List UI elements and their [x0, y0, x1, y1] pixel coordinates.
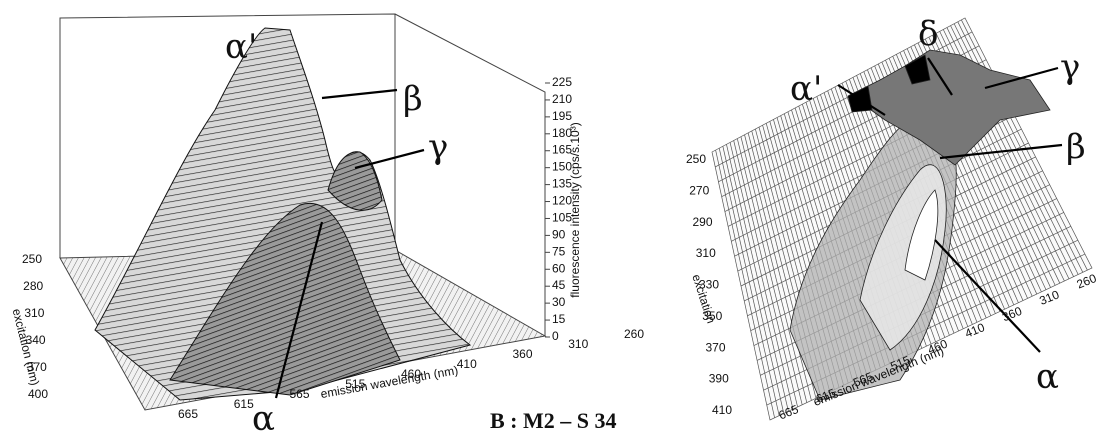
y-tick-label: 340 [26, 333, 46, 347]
y-tick-label: 280 [23, 279, 43, 293]
leader-line [321, 88, 398, 100]
z-tick-label: 135 [552, 177, 572, 191]
ridge-surface [169, 202, 401, 396]
right-surface [789, 49, 1051, 401]
x-tick-label: 360 [512, 347, 532, 361]
z-tick-label: 210 [552, 92, 572, 106]
z-tick-label: 165 [552, 143, 572, 157]
peak-label: α' [225, 27, 257, 67]
y-tick-label: 370 [705, 340, 725, 354]
x-tick-label: 615 [234, 397, 254, 411]
leader-line [837, 84, 886, 116]
x-tick-label: 565 [289, 387, 309, 401]
y-tick-label: 370 [27, 360, 47, 374]
peak-label: γ [428, 127, 448, 167]
y-tick-label: 350 [702, 309, 722, 323]
x-tick-label: 515 [345, 377, 365, 391]
peak-label: α [1036, 357, 1059, 397]
leader-line [927, 57, 953, 96]
leader-line [934, 239, 1041, 353]
z-tick-label: 195 [552, 109, 572, 123]
y-tick-label: 330 [699, 278, 719, 292]
back-wall [59, 13, 396, 258]
z-tick-label: 45 [552, 278, 566, 292]
x-tick-label: 310 [568, 337, 588, 351]
y-tick-label: 250 [686, 152, 706, 166]
z-tick-label: 75 [552, 244, 566, 258]
x-tick-label: 665 [178, 407, 198, 421]
dark-patch [847, 54, 931, 113]
peak-label: α' [790, 69, 822, 109]
y-tick-label: 290 [692, 215, 712, 229]
x-tick-label: 410 [457, 357, 477, 371]
contour-inner [904, 189, 939, 281]
z-tick-label: 180 [552, 126, 572, 140]
peak-label: γ [1060, 47, 1080, 87]
x-tick-label: 460 [401, 367, 421, 381]
x-tick-label: 260 [624, 327, 644, 341]
right-leaders [837, 57, 1063, 353]
left-surface [94, 27, 472, 401]
leader-line [939, 143, 1063, 160]
z-tick-label: 15 [552, 312, 566, 326]
leader-line [984, 66, 1059, 90]
peak-label: δ [918, 14, 938, 54]
z-tick-label: 225 [552, 75, 572, 89]
y-tick-label: 310 [696, 246, 716, 260]
y-tick-label: 400 [28, 387, 48, 401]
peak-label: α [252, 399, 275, 437]
z-tick-label: 30 [552, 295, 566, 309]
y-tick-label: 390 [709, 372, 729, 386]
peak-label: β [1066, 127, 1086, 167]
caption: B : M2 – S 34 [490, 408, 617, 433]
left-leaders [274, 88, 425, 399]
peak-label: β [403, 79, 423, 119]
gamma-peak [327, 151, 383, 211]
peak-surface [94, 27, 472, 401]
side-wall [394, 13, 546, 336]
z-tick-label: 60 [552, 261, 566, 275]
z-axis-title: fluorescence intensity (cps/s.10³) [568, 122, 582, 297]
y-tick-label: 270 [689, 183, 709, 197]
z-tick-label: 105 [552, 210, 572, 224]
z-tick-label: 0 [552, 329, 559, 343]
leader-line [274, 221, 324, 399]
y-tick-label: 410 [712, 403, 732, 417]
y-tick-label: 310 [24, 306, 44, 320]
z-tick-label: 150 [552, 160, 572, 174]
y-tick-label: 250 [22, 252, 42, 266]
z-tick-label: 120 [552, 194, 572, 208]
leader-line [354, 148, 425, 170]
z-tick-label: 90 [552, 227, 566, 241]
